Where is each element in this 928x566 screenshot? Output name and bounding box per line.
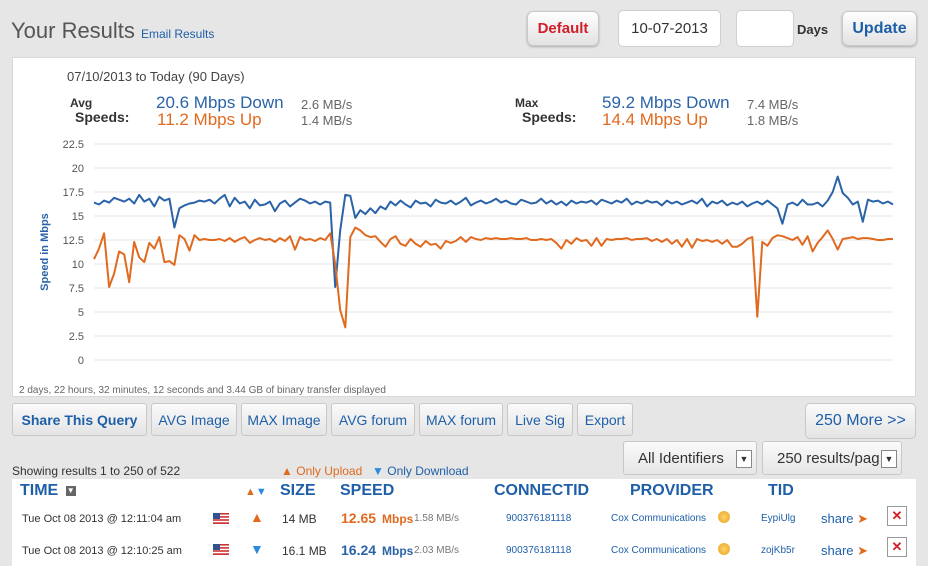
y-tick-label: 10 [72,259,84,271]
row-speed-mb: 2.03 MB/s [414,545,460,556]
max-up-speed: 14.4 Mbps Up [602,110,708,129]
export-button[interactable]: Export [577,403,633,436]
more-results-button[interactable]: 250 More >> [805,403,916,439]
y-tick-label: 12.5 [63,235,84,247]
identifiers-value: All Identifiers [638,449,724,467]
only-upload-link[interactable]: ▲ Only Upload [281,464,362,478]
max-speeds-label-1: Max [515,96,539,110]
provider-header[interactable]: PROVIDER [630,482,714,499]
days-input[interactable] [736,10,794,47]
row-connectid[interactable]: 900376181118 [506,513,572,524]
speed-header[interactable]: SPEED [340,482,395,499]
y-tick-label: 5 [78,307,84,319]
default-button[interactable]: Default [527,11,599,46]
results-per-page-value: 250 results/pag [777,449,880,467]
max-down-mb: 7.4 MB/s [747,97,799,112]
max-speeds-label-2: Speeds: [522,109,577,125]
connectid-header[interactable]: CONNECTID [494,482,590,499]
row-time: Tue Oct 08 2013 @ 12:11:04 am [22,513,182,525]
upload-speed-line [93,226,893,329]
max-forum-button[interactable]: MAX forum [419,403,503,436]
days-label: Days [797,22,829,37]
email-results-link[interactable]: Email Results [141,27,215,41]
row-time: Tue Oct 08 2013 @ 12:10:25 am [22,545,182,557]
delete-icon[interactable]: ✕ [887,537,907,557]
avg-speeds-label-2: Speeds: [75,109,130,125]
row-tid[interactable]: EypiUlg [761,513,796,524]
y-tick-label: 0 [78,355,84,367]
y-tick-label: 22.5 [63,139,84,151]
row-size: 16.1 MB [282,544,327,558]
results-table [12,479,916,566]
y-tick-label: 7.5 [69,283,84,295]
avg-speeds-label-1: Avg [70,96,93,110]
download-arrow-icon: ▼ [372,464,384,478]
transfer-footnote: 2 days, 22 hours, 32 minutes, 12 seconds… [19,385,386,396]
download-arrow-icon: ▼ [250,541,264,557]
share-icon: ➤ [857,543,869,558]
identifiers-select[interactable]: All Identifiers ▼ [623,441,757,475]
share-icon: ➤ [857,511,869,526]
upload-arrow-icon: ▲ [281,464,293,478]
direction-header-icon: ▲▼ [245,486,267,498]
us-flag-icon [213,511,229,524]
avg-up-speed: 11.2 Mbps Up [157,110,262,129]
avg-up-mb: 1.4 MB/s [301,113,353,128]
max-down-speed: 59.2 Mbps Down [602,93,730,112]
max-up-mb: 1.8 MB/s [747,113,799,128]
only-download-link[interactable]: ▼ Only Download [372,464,469,478]
row-provider[interactable]: Cox Communications [611,513,707,524]
provider-logo-icon [718,543,730,555]
avg-down-speed: 20.6 Mbps Down [156,93,284,112]
share-link[interactable]: share ➤ [821,543,868,559]
sort-icon[interactable]: ▼ [65,485,76,496]
results-count: Showing results 1 to 250 of 522 [12,464,181,478]
row-provider[interactable]: Cox Communications [611,545,707,556]
avg-down-mb: 2.6 MB/s [301,97,353,112]
row-connectid[interactable]: 900376181118 [506,545,572,556]
y-tick-label: 2.5 [69,331,84,343]
y-tick-label: 20 [72,163,84,175]
date-input[interactable]: 10-07-2013 [618,10,721,47]
page-title: Your Results [11,18,135,43]
date-range: 07/10/2013 to Today (90 Days) [67,69,245,84]
size-header[interactable]: SIZE [280,482,316,499]
download-speed-line [93,175,894,288]
delete-icon[interactable]: ✕ [887,506,907,526]
time-header[interactable]: TIME ▼ [20,482,76,500]
share-query-button[interactable]: Share This Query [12,403,147,436]
tid-header[interactable]: TID [768,482,794,499]
row-speed-unit: Mbps [382,544,414,558]
upload-arrow-icon: ▲ [250,509,264,525]
y-axis-label: Speed in Mbps [39,213,51,291]
row-speed-unit: Mbps [382,512,414,526]
row-speed: 16.24 [341,542,377,558]
share-link[interactable]: share ➤ [821,511,868,527]
speed-chart: 0 2.5 5 7.5 10 12.5 15 17.5 20 22.5 Speed in Mbps [39,139,894,367]
only-download-label: Only Download [387,464,469,478]
update-button[interactable]: Update [842,11,917,46]
row-size: 14 MB [282,512,317,526]
share-label: share [821,511,854,526]
row-tid[interactable]: zojKb5r [761,545,795,556]
row-speed-mb: 1.58 MB/s [414,513,460,524]
chevron-down-icon: ▼ [736,450,752,468]
avg-image-button[interactable]: AVG Image [151,403,237,436]
provider-logo-icon [718,511,730,523]
us-flag-icon [213,542,229,555]
max-image-button[interactable]: MAX Image [241,403,327,436]
avg-forum-button[interactable]: AVG forum [331,403,415,436]
time-header-label: TIME [20,482,59,499]
share-label: share [821,543,854,558]
chart-panel: 07/10/2013 to Today (90 Days) Avg Speeds… [12,57,916,397]
results-per-page-select[interactable]: 250 results/pag ▼ [762,441,902,475]
only-upload-label: Only Upload [296,464,363,478]
live-sig-button[interactable]: Live Sig [507,403,573,436]
row-speed: 12.65 [341,510,377,526]
chevron-down-icon: ▼ [881,450,897,468]
y-tick-label: 17.5 [63,187,84,199]
y-tick-label: 15 [72,211,84,223]
